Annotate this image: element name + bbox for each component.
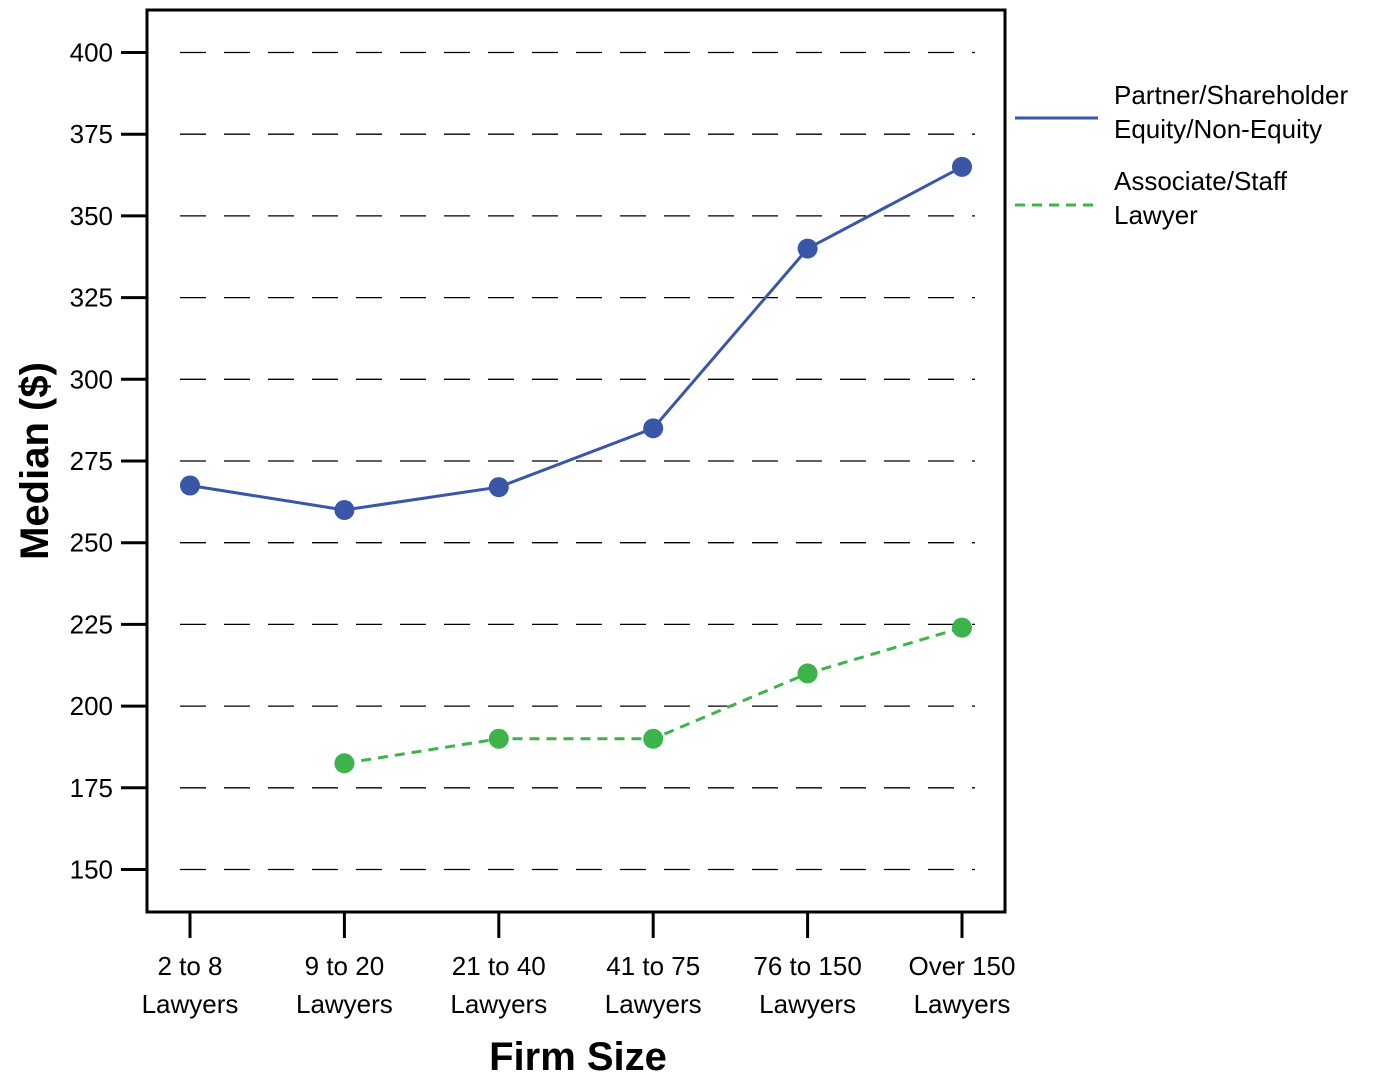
legend-label: Partner/Shareholder Equity/Non-Equity: [1114, 80, 1348, 144]
y-tick-label: 350: [70, 201, 113, 231]
data-point: [334, 500, 355, 521]
data-point: [952, 156, 972, 177]
y-axis: 150 175 200 225 250 275 300 325 350 375 400: [70, 37, 147, 885]
x-tick-label-line: 76 to 150: [753, 951, 861, 981]
x-tick-label: Over 150 Lawyers: [909, 951, 1016, 1019]
legend: Partner/Shareholder Equity/Non-Equity Asso…: [1015, 80, 1348, 230]
x-tick-label-line: Over 150: [909, 951, 1016, 981]
legend-label-line: Lawyer: [1114, 200, 1198, 230]
legend-label-line: Associate/Staff: [1114, 166, 1288, 196]
data-point: [643, 418, 664, 439]
y-tick-label: 250: [70, 528, 113, 558]
x-tick-label: 41 to 75 Lawyers: [605, 951, 702, 1019]
y-tick-label: 375: [70, 119, 113, 149]
legend-label-line: Equity/Non-Equity: [1114, 114, 1322, 144]
x-tick-label-line: Lawyers: [142, 989, 239, 1019]
data-point: [643, 728, 664, 749]
y-tick-label: 200: [70, 691, 113, 721]
data-point: [488, 728, 509, 749]
legend-label-line: Partner/Shareholder: [1114, 80, 1348, 110]
data-point: [797, 238, 818, 259]
y-tick-label: 225: [70, 609, 113, 639]
data-point: [488, 477, 509, 498]
y-tick-label: 150: [70, 855, 113, 885]
data-point: [952, 617, 972, 638]
y-tick-label: 275: [70, 446, 113, 476]
data-point: [180, 475, 200, 496]
x-tick-label: 9 to 20 Lawyers: [296, 951, 393, 1019]
x-tick-label-line: 9 to 20: [305, 951, 385, 981]
x-axis-title: Firm Size: [489, 1035, 667, 1076]
y-tick-label: 400: [70, 37, 113, 67]
y-tick-label: 300: [70, 364, 113, 394]
legend-label: Associate/Staff Lawyer: [1114, 166, 1288, 230]
grid-lines: [180, 51, 975, 871]
y-axis-title: Median ($): [13, 362, 57, 560]
series-line: [189, 165, 963, 512]
x-tick-label-line: Lawyers: [296, 989, 393, 1019]
x-tick-label-line: 2 to 8: [157, 951, 222, 981]
x-tick-label-line: Lawyers: [759, 989, 856, 1019]
y-tick-label: 325: [70, 283, 113, 313]
x-tick-label-line: 41 to 75: [606, 951, 700, 981]
x-tick-label: 76 to 150 Lawyers: [753, 951, 861, 1019]
x-tick-label-line: Lawyers: [450, 989, 547, 1019]
x-tick-label-line: Lawyers: [914, 989, 1011, 1019]
data-point: [334, 753, 355, 774]
series-1: [334, 617, 972, 774]
x-tick-label: 21 to 40 Lawyers: [450, 951, 547, 1019]
data-point: [797, 663, 818, 684]
x-axis: 2 to 8 Lawyers 9 to 20 Lawyers 21 to 40 Lawye…: [142, 912, 1016, 1019]
series-layer: [180, 156, 972, 774]
x-tick-label-line: Lawyers: [605, 989, 702, 1019]
x-tick-label: 2 to 8 Lawyers: [142, 951, 239, 1019]
y-tick-label: 175: [70, 773, 113, 803]
series-0: [180, 156, 972, 521]
x-tick-label-line: 21 to 40: [452, 951, 546, 981]
